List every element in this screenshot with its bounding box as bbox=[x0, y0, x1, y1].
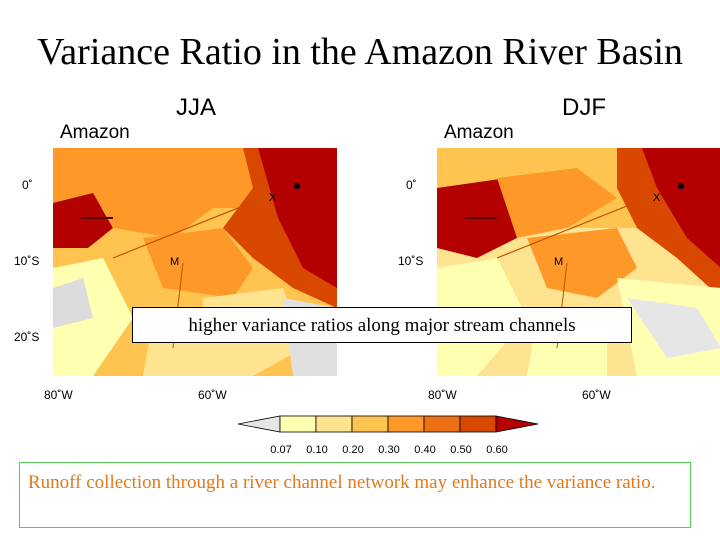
marker-m: M bbox=[554, 256, 563, 268]
colorbar-segment bbox=[459, 415, 497, 433]
colorbar-segment bbox=[423, 415, 461, 433]
colorbar-label: 0.30 bbox=[378, 444, 400, 456]
season-label: DJF bbox=[562, 94, 606, 121]
note-box: Runoff collection through a river channe… bbox=[19, 462, 691, 528]
lat-tick: 0˚ bbox=[22, 178, 33, 192]
colorbar-segment bbox=[238, 415, 281, 433]
lon-tick: 80˚W bbox=[428, 388, 457, 402]
colorbar-segment bbox=[387, 415, 425, 433]
map-panel-jja: JJA Amazon X M 0˚ 10˚S 20˚S 80˚W 60˚W bbox=[10, 90, 350, 410]
colorbar-label: 0.60 bbox=[486, 444, 508, 456]
region-label: Amazon bbox=[444, 122, 514, 143]
lon-tick: 60˚W bbox=[198, 388, 227, 402]
callout-box: higher variance ratios along major strea… bbox=[132, 307, 632, 343]
season-label: JJA bbox=[176, 94, 217, 121]
slide-title: Variance Ratio in the Amazon River Basin bbox=[37, 31, 683, 73]
map-panel-djf: DJF Amazon X M 0˚ 10˚S 80˚W 60˚W bbox=[394, 90, 720, 410]
colorbar-label: 0.50 bbox=[450, 444, 472, 456]
colorbar-segment bbox=[495, 415, 539, 433]
marker-x: X bbox=[269, 192, 277, 204]
colorbar-segment bbox=[279, 415, 317, 433]
marker-m: M bbox=[170, 256, 179, 268]
colorbar-label: 0.40 bbox=[414, 444, 436, 456]
lat-tick: 0˚ bbox=[406, 178, 417, 192]
region-label: Amazon bbox=[60, 122, 130, 143]
lon-tick: 80˚W bbox=[44, 388, 73, 402]
colorbar-label: 0.07 bbox=[270, 444, 292, 456]
lat-tick: 20˚S bbox=[14, 330, 40, 344]
colorbar-segment bbox=[351, 415, 389, 433]
lat-tick: 10˚S bbox=[14, 254, 40, 268]
marker-x: X bbox=[653, 192, 661, 204]
colorbar-label: 0.10 bbox=[306, 444, 328, 456]
lat-tick: 10˚S bbox=[398, 254, 424, 268]
colorbar bbox=[238, 415, 539, 433]
lon-tick: 60˚W bbox=[582, 388, 611, 402]
colorbar-segment bbox=[315, 415, 353, 433]
colorbar-label: 0.20 bbox=[342, 444, 364, 456]
